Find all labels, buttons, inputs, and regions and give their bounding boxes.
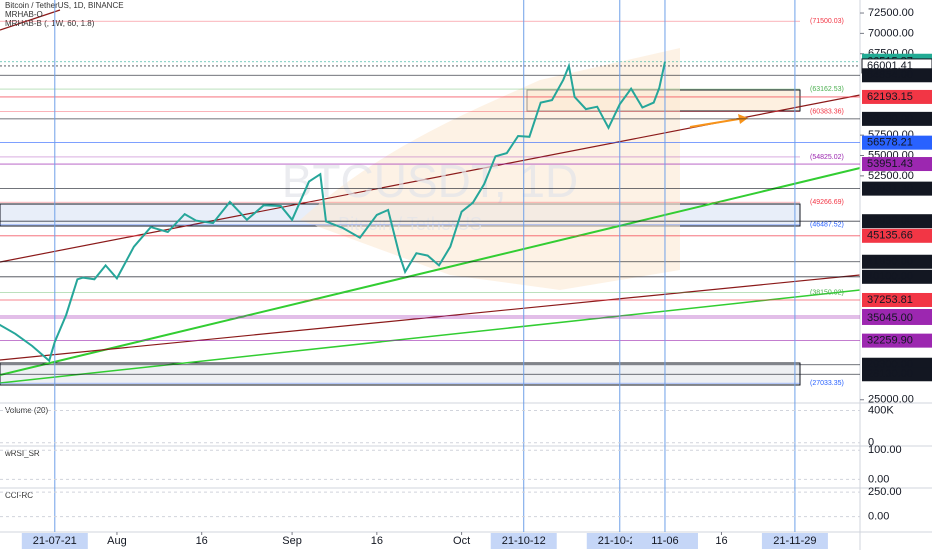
x-tick-label: Oct	[453, 535, 470, 547]
x-tick-label: 21-10-29	[598, 535, 642, 547]
price-label-box	[862, 333, 932, 348]
date-box	[631, 533, 698, 549]
x-tick-label: 11-06	[651, 535, 678, 547]
level-label: (38150.02)	[810, 290, 844, 297]
price-label-box	[862, 269, 932, 284]
level-label: (63162.53)	[810, 86, 844, 93]
indicator-label: MRHAB-B (, 1W, 60, 1.8)	[5, 19, 95, 28]
pane-title: wRSI_SR	[4, 449, 40, 458]
price-label-box	[862, 228, 932, 243]
price-label-box	[862, 68, 932, 83]
price-label-box	[862, 181, 932, 196]
price-label: 59500.00	[867, 113, 913, 125]
price-line	[0, 61, 666, 363]
y-tick-label: 52500.00	[868, 170, 914, 182]
price-label: 50931.30	[867, 183, 913, 195]
price-label: 62193.15	[867, 91, 913, 103]
price-label: 32259.90	[867, 335, 913, 347]
pane-tick-label: 0.00	[868, 511, 889, 523]
arrow	[689, 117, 746, 128]
x-tick-label: 21-10-12	[502, 535, 546, 547]
price-label-box	[862, 89, 932, 104]
price-label-box	[862, 157, 932, 172]
price-label-box	[862, 214, 932, 229]
x-tick-label: 21-07-21	[33, 535, 77, 547]
price-label: 35045.00	[867, 312, 913, 324]
price-label: 46930.00	[867, 215, 913, 227]
trend-line	[0, 289, 861, 384]
price-label-box	[862, 111, 932, 126]
y-tick-label: 25000.00	[868, 394, 914, 406]
y-tick-label: 72500.00	[868, 7, 914, 19]
date-box	[490, 533, 557, 549]
price-label-box	[862, 135, 932, 150]
pane-tick-label: 0	[868, 437, 874, 449]
x-tick-label: 16	[196, 535, 208, 547]
pane-tick-label: 250.00	[868, 486, 902, 498]
price-label: 56578.21	[867, 137, 913, 149]
price-label: 40100.00	[867, 271, 913, 283]
trend-line	[0, 9, 61, 31]
price-label: 28130.00	[867, 368, 913, 380]
pane-tick-label: 400K	[868, 404, 894, 416]
level-label: (27033.35)	[810, 380, 844, 387]
x-tick-label: Sep	[282, 535, 302, 547]
y-tick-label: 70000.00	[868, 27, 914, 39]
level-label: (54825.02)	[810, 154, 844, 161]
price-label: 53951.43	[867, 158, 913, 170]
level-label: (46487.52)	[810, 222, 844, 229]
price-label-box	[862, 310, 932, 325]
price-label: 45135.66	[867, 230, 913, 242]
price-label-box	[862, 254, 932, 269]
price-label-box	[862, 292, 932, 307]
x-tick-label: 16	[371, 535, 383, 547]
chart-title: Bitcoin / TetherUS, 1D, BINANCE	[5, 1, 124, 10]
x-tick-label: 21-11-29	[773, 535, 816, 547]
price-label: 64854.00	[867, 69, 913, 81]
price-label-box	[862, 367, 932, 382]
x-tick-label: Aug	[107, 535, 127, 547]
price-label: 41950.00	[867, 256, 913, 268]
pane-title: CCI-RC	[5, 491, 33, 500]
level-label: (60383.36)	[810, 109, 844, 116]
x-tick-label: 16	[715, 535, 727, 547]
date-box	[21, 533, 88, 549]
pane-tick-label: 0.00	[868, 473, 889, 485]
level-label: (71500.03)	[810, 18, 844, 25]
price-label: 37253.81	[867, 294, 913, 306]
indicator-label: MRHAB-O	[5, 10, 43, 19]
pane-tick-label: 100.00	[868, 444, 902, 456]
date-box	[761, 533, 828, 549]
level-label: (49266.69)	[810, 199, 844, 206]
trend-line	[0, 274, 861, 361]
watermark: BTCUSDT, 1D	[282, 155, 578, 207]
